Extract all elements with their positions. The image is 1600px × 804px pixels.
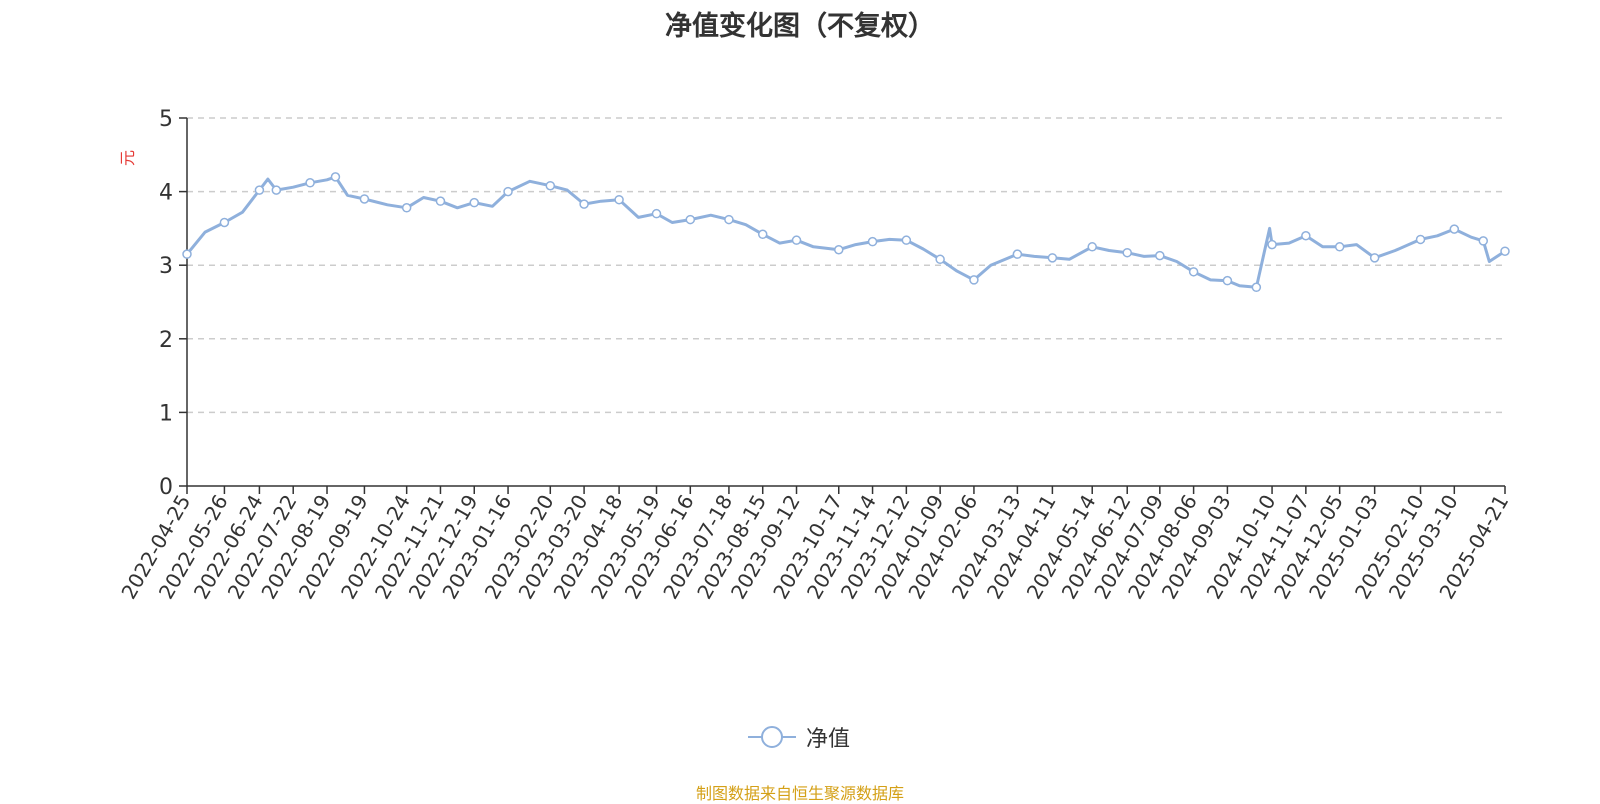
data-point	[685, 214, 696, 225]
data-point	[401, 203, 412, 213]
data-point	[1415, 234, 1426, 245]
data-point	[651, 208, 662, 219]
data-point	[254, 185, 265, 195]
legend[interactable]: 净值	[748, 722, 850, 752]
y-tick-label: 3	[159, 254, 173, 279]
data-point	[503, 186, 513, 197]
data-point	[724, 214, 734, 225]
data-point	[1478, 236, 1489, 246]
data-point	[1087, 242, 1097, 252]
data-point	[1122, 247, 1132, 258]
legend-label: 净值	[806, 727, 851, 752]
data-point	[969, 275, 979, 285]
y-tick-label: 0	[159, 475, 173, 500]
data-point	[359, 194, 370, 204]
y-tick-label: 1	[159, 401, 173, 426]
data-point	[867, 236, 878, 247]
source-footer: 制图数据来自恒生聚源数据库	[695, 784, 904, 803]
data-point	[271, 185, 282, 195]
data-point	[1155, 250, 1165, 261]
data-point	[305, 178, 315, 188]
data-point	[545, 180, 556, 191]
legend-series-icon	[748, 726, 796, 748]
data-point	[1500, 246, 1510, 256]
data-point	[1301, 231, 1311, 241]
data-point	[469, 197, 480, 208]
data-point	[1369, 253, 1380, 263]
data-point	[579, 199, 589, 209]
data-point	[1012, 249, 1023, 259]
data-point	[1251, 282, 1262, 293]
data-point	[219, 217, 230, 228]
y-tick-label: 4	[159, 181, 173, 206]
data-point	[935, 254, 945, 265]
y-tick-label: 2	[159, 328, 173, 353]
data-point	[435, 196, 446, 206]
data-point	[834, 244, 844, 255]
data-point	[757, 229, 768, 240]
data-point	[1334, 242, 1345, 252]
data-point	[1222, 275, 1233, 286]
y-axis-label: 元	[118, 150, 137, 166]
data-point	[1188, 267, 1199, 277]
data-point	[182, 249, 192, 259]
y-tick-label: 5	[159, 107, 173, 132]
data-point	[791, 235, 802, 245]
data-point	[614, 194, 624, 205]
data-point	[1449, 224, 1460, 234]
data-point	[901, 235, 912, 245]
chart-title: 净值变化图（不复权）	[665, 11, 935, 42]
data-point	[330, 172, 341, 182]
series-line	[185, 175, 1507, 289]
data-point	[1267, 239, 1277, 250]
data-point	[1047, 253, 1058, 263]
